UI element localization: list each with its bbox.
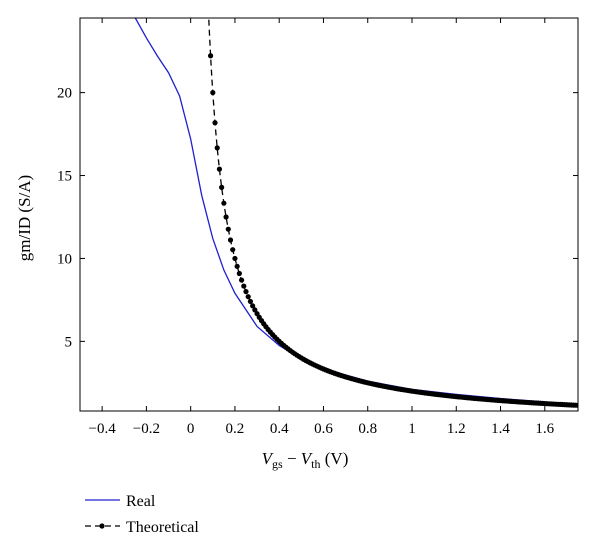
series-real-line [134, 18, 578, 406]
series-theoretical-point-3 [214, 145, 220, 151]
x-axis-title-unit: (V) [321, 449, 349, 468]
axes-frame [79, 17, 579, 412]
series-theoretical-point-20 [252, 307, 258, 313]
series-theoretical-point-9 [227, 237, 234, 243]
x-tick-label: 0.2 [226, 421, 245, 437]
legend-theoretical-marker [99, 523, 105, 529]
series-theoretical-point-1 [210, 90, 216, 96]
x-axis-title-th: th [311, 457, 320, 471]
x-tick-label: 1.6 [535, 421, 554, 437]
series-theoretical-point-12 [234, 263, 240, 269]
y-axis-title: gm/ID (S/A) [15, 175, 34, 261]
series-theoretical-point-6 [221, 200, 227, 206]
series-theoretical-point-166 [575, 402, 578, 408]
x-tick-label: 1 [408, 421, 416, 437]
x-tick-label: 0 [187, 421, 195, 437]
series-theoretical-point-0 [207, 53, 214, 59]
x-tick-label: 0.6 [314, 421, 333, 437]
x-tick-label: −0.4 [89, 421, 117, 437]
series-theoretical-point-15 [241, 283, 247, 289]
series-theoretical-point-14 [238, 277, 245, 283]
x-axis-title-gs: gs [272, 457, 283, 471]
x-axis-title: Vgs − Vth (V) [262, 449, 349, 471]
series-theoretical-point-19 [250, 303, 256, 309]
series-theoretical-point-10 [230, 247, 236, 253]
x-tick-label: −0.2 [133, 421, 160, 437]
x-tick-label: 1.4 [491, 421, 510, 437]
series-theoretical-point-5 [219, 184, 225, 190]
y-tick-label: 5 [65, 334, 73, 350]
series-layer [134, 18, 578, 408]
x-tick-label: 1.2 [447, 421, 466, 437]
series-theoretical-point-11 [232, 255, 238, 262]
series-theoretical-point-16 [243, 289, 249, 295]
x-tick-label: 0.4 [270, 421, 289, 437]
y-tick-label: 20 [57, 86, 72, 102]
series-theoretical-point-8 [225, 226, 231, 232]
series-theoretical-point-17 [245, 294, 251, 300]
series-theoretical-point-18 [247, 298, 254, 305]
series-theoretical-point-13 [236, 270, 242, 277]
axes-layer: −0.4 −0.2 0 0.2 0.4 0.6 0.8 1 1.2 1.4 1.6 5 10 15 20 [57, 17, 579, 437]
x-axis-title-v: V [262, 449, 275, 468]
x-axis-title-minus: − [283, 449, 301, 468]
y-tick-label: 15 [57, 169, 72, 185]
series-theoretical-point-7 [223, 214, 229, 220]
x-tick-label: 0.8 [358, 421, 377, 437]
y-tick-label: 10 [57, 251, 72, 267]
legend-theoretical-label: Theoretical [126, 519, 199, 536]
series-theoretical-point-2 [212, 120, 218, 126]
series-theoretical-point-4 [216, 166, 223, 172]
x-axis-title-v2: V [301, 449, 314, 468]
legend: Real Theoretical [85, 493, 199, 536]
legend-real-label: Real [126, 493, 156, 510]
series-theoretical-line [208, 18, 578, 406]
